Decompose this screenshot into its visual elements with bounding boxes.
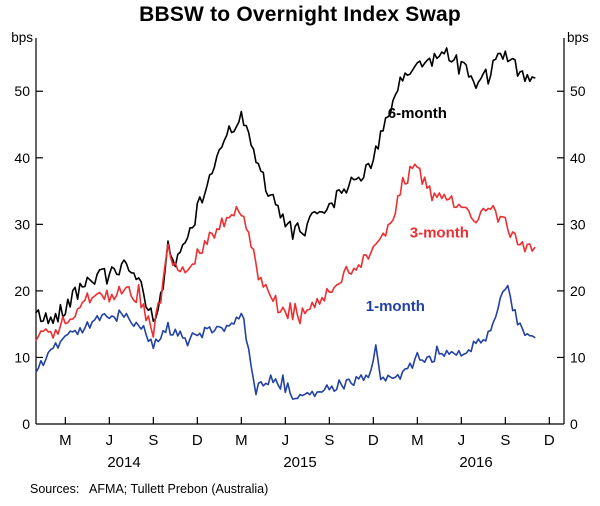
series-label-3-month: 3-month [410, 225, 469, 242]
y-axis-unit-right: bps [567, 30, 589, 45]
y-tick-label-right: 0 [570, 416, 578, 432]
series-line-3-month [35, 163, 536, 342]
y-tick-label-left: 50 [14, 83, 30, 99]
x-tick-label: S [500, 432, 510, 449]
source-note: Sources: AFMA; Tullett Prebon (Australia… [30, 482, 269, 496]
y-tick-label-left: 20 [14, 283, 30, 299]
y-tick-label-right: 30 [570, 216, 586, 232]
x-tick-label: M [59, 432, 72, 449]
y-tick-label-left: 40 [14, 150, 30, 166]
x-tick-label: J [106, 432, 114, 449]
x-tick-label: D [192, 432, 203, 449]
series-label-6-month: 6-month [388, 105, 447, 122]
y-tick-label-right: 20 [570, 283, 586, 299]
x-tick-label: M [411, 432, 424, 449]
x-tick-label: D [368, 432, 379, 449]
y-tick-label-right: 50 [570, 83, 586, 99]
y-tick-label-left: 0 [22, 416, 30, 432]
y-tick-label-right: 10 [570, 349, 586, 365]
y-tick-label-right: 40 [570, 150, 586, 166]
x-tick-label: J [458, 432, 466, 449]
y-tick-label-left: 30 [14, 216, 30, 232]
y-tick-label-left: 10 [14, 349, 30, 365]
y-axis-unit-left: bps [11, 30, 33, 45]
x-tick-label: M [235, 432, 248, 449]
year-label: 2015 [283, 454, 316, 471]
x-tick-label: S [148, 432, 158, 449]
chart-title: BBSW to Overnight Index Swap [139, 3, 461, 26]
x-tick-label: J [282, 432, 290, 449]
year-label: 2016 [459, 454, 492, 471]
series-line-6-month [35, 47, 536, 325]
series-label-1-month: 1-month [366, 298, 425, 315]
x-tick-label: D [544, 432, 555, 449]
year-label: 2014 [107, 454, 140, 471]
series-line-1-month [35, 284, 536, 400]
x-tick-label: S [324, 432, 334, 449]
